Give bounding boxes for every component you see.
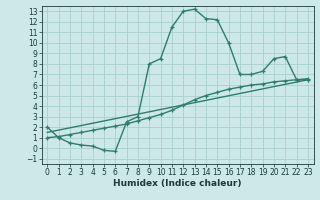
X-axis label: Humidex (Indice chaleur): Humidex (Indice chaleur) [113, 179, 242, 188]
